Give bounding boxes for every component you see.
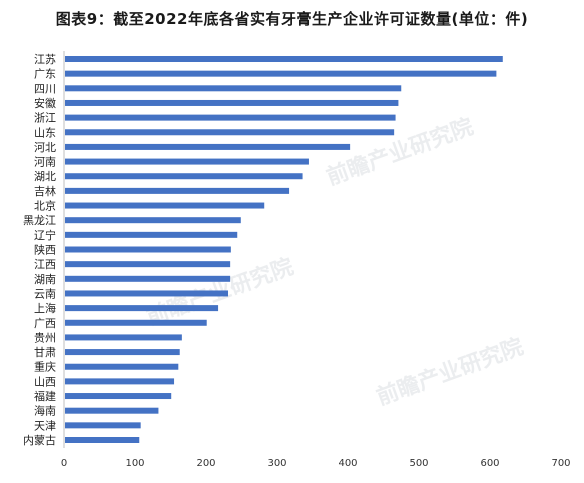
bar-19	[65, 334, 182, 341]
bar-16	[65, 290, 229, 297]
bar-0	[65, 56, 503, 62]
bar-22	[65, 378, 175, 385]
bar-9	[65, 187, 290, 194]
bar-10	[65, 202, 265, 209]
bar-12	[65, 231, 238, 238]
x-tick-label: 400	[338, 458, 357, 469]
bar-13	[65, 246, 231, 253]
bar-6	[65, 143, 351, 150]
category-label: 内蒙古	[23, 433, 56, 447]
category-label: 浙江	[34, 112, 56, 125]
category-label: 重庆	[34, 360, 56, 374]
x-tick-label: 0	[61, 458, 67, 469]
category-label: 广西	[34, 317, 56, 330]
category-label: 四川	[34, 82, 56, 95]
category-label: 吉林	[34, 184, 56, 198]
category-label: 河南	[34, 156, 56, 169]
watermark-text: 前瞻产业研究院	[323, 114, 477, 191]
bar-8	[65, 173, 303, 180]
bar-24	[65, 407, 159, 414]
category-label: 上海	[34, 301, 56, 315]
category-label: 湖北	[34, 170, 56, 183]
category-label: 安徽	[34, 96, 56, 110]
bar-5	[65, 129, 395, 136]
bar-2	[65, 85, 402, 92]
x-tick-labels: 0 100 200 300 400 500 600 700	[61, 458, 571, 469]
watermark-text: 前瞻产业研究院	[373, 334, 527, 411]
category-labels: 江苏广东四川安徽浙江山东河北河南湖北吉林北京黑龙江辽宁陕西江西湖南云南上海广西贵…	[23, 53, 56, 447]
bar-23	[65, 393, 172, 400]
bar-18	[65, 319, 207, 326]
bar-14	[65, 261, 231, 268]
x-tick-label: 200	[196, 458, 215, 469]
category-label: 陕西	[34, 243, 56, 257]
bar-1	[65, 70, 497, 77]
category-label: 北京	[34, 199, 56, 213]
category-label: 辽宁	[34, 228, 56, 242]
category-label: 湖南	[34, 273, 56, 286]
category-label: 广东	[34, 68, 56, 81]
bars-group	[65, 56, 503, 443]
bar-21	[65, 363, 179, 370]
category-label: 河北	[34, 141, 56, 154]
bar-7	[65, 158, 309, 165]
category-label: 天津	[34, 419, 56, 432]
bar-3	[65, 99, 399, 106]
bar-11	[65, 217, 241, 224]
x-tick-label: 300	[267, 458, 286, 469]
bar-25	[65, 422, 141, 429]
category-label: 福建	[34, 389, 56, 403]
category-label: 贵州	[34, 331, 56, 344]
bar-4	[65, 114, 396, 121]
category-label: 江苏	[34, 53, 56, 66]
x-tick-label: 600	[480, 458, 499, 469]
bar-26	[65, 437, 140, 443]
bar-17	[65, 305, 219, 312]
category-label: 海南	[34, 404, 56, 418]
category-label: 云南	[34, 287, 56, 300]
bar-20	[65, 349, 180, 356]
x-tick-label: 500	[409, 458, 428, 469]
bar-15	[65, 275, 231, 282]
chart-title: 图表9：截至2022年底各省实有牙膏生产企业许可证数量(单位：件)	[55, 10, 529, 28]
category-label: 江西	[34, 258, 56, 271]
category-label: 山西	[34, 375, 56, 388]
category-label: 山东	[34, 126, 56, 139]
category-label: 黑龙江	[23, 214, 56, 227]
category-label: 甘肃	[34, 346, 56, 359]
x-tick-label: 100	[125, 458, 144, 469]
x-tick-label: 700	[551, 458, 570, 469]
